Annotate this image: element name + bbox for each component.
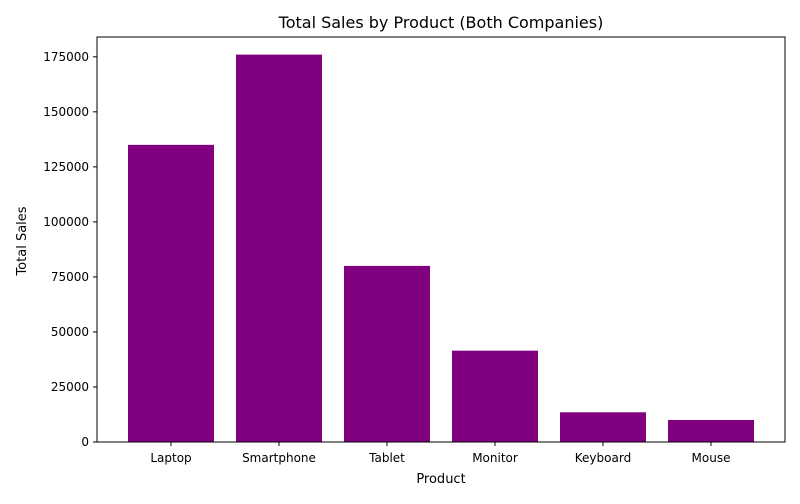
chart-title: Total Sales by Product (Both Companies)	[278, 13, 604, 32]
x-tick-label: Laptop	[150, 451, 191, 465]
y-tick-label: 100000	[43, 215, 89, 229]
bar-monitor	[452, 350, 538, 442]
bar-smartphone	[236, 54, 322, 442]
plot-frame	[96, 36, 786, 443]
x-axis-label: Product	[416, 472, 465, 487]
y-tick-label: 125000	[43, 160, 89, 174]
x-tick-label: Keyboard	[575, 451, 631, 465]
bar-keyboard	[560, 412, 646, 442]
bar-tablet	[344, 265, 430, 442]
y-tick-label: 175000	[43, 50, 89, 64]
x-tick-label: Mouse	[692, 451, 731, 465]
bar-laptop	[128, 144, 214, 442]
x-tick-label: Smartphone	[242, 451, 316, 465]
y-axis-label: Total Sales	[15, 206, 30, 276]
x-ticks-group: Laptop Smartphone Tablet Monitor Keyboard Mou…	[150, 442, 730, 465]
bar-mouse	[668, 419, 754, 442]
x-tick-label: Monitor	[472, 451, 518, 465]
x-tick-label: Tablet	[368, 451, 405, 465]
y-ticks-group: 0 25000 50000 75000 100000 125000 150000 175000	[43, 50, 97, 449]
y-tick-label: 25000	[51, 380, 89, 394]
y-tick-label: 0	[81, 435, 89, 449]
y-tick-label: 50000	[51, 325, 89, 339]
y-tick-label: 150000	[43, 105, 89, 119]
bars-group	[128, 54, 754, 442]
y-tick-label: 75000	[51, 270, 89, 284]
